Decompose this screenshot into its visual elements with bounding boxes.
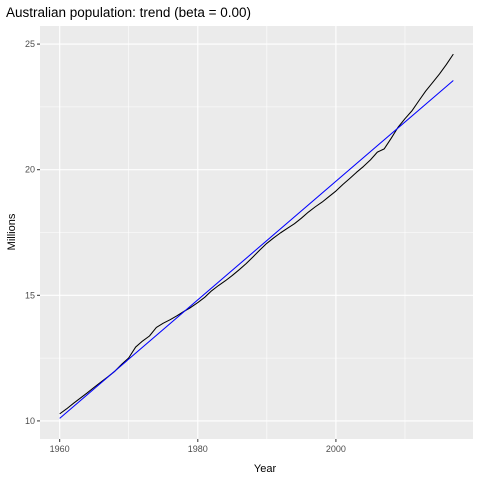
major-grid xyxy=(40,26,473,439)
trend-series-line xyxy=(59,80,454,419)
x-tick-label: 1980 xyxy=(188,444,208,454)
y-tick-label: 15 xyxy=(25,290,35,300)
x-axis: 1960 1980 2000 xyxy=(50,439,346,454)
x-tick-label: 1960 xyxy=(50,444,70,454)
y-tick-label: 25 xyxy=(25,39,35,49)
x-axis-title: Year xyxy=(254,463,277,475)
y-tick-label: 20 xyxy=(25,165,35,175)
y-tick-label: 10 xyxy=(25,416,35,426)
population-series-line xyxy=(59,53,454,415)
x-tick-label: 2000 xyxy=(326,444,346,454)
chart-title: Australian population: trend (beta = 0.0… xyxy=(6,5,251,20)
minor-grid xyxy=(40,26,473,439)
y-axis-title: Millions xyxy=(6,213,18,250)
series-layer xyxy=(59,53,454,419)
y-axis: 10 15 20 25 xyxy=(25,39,40,426)
